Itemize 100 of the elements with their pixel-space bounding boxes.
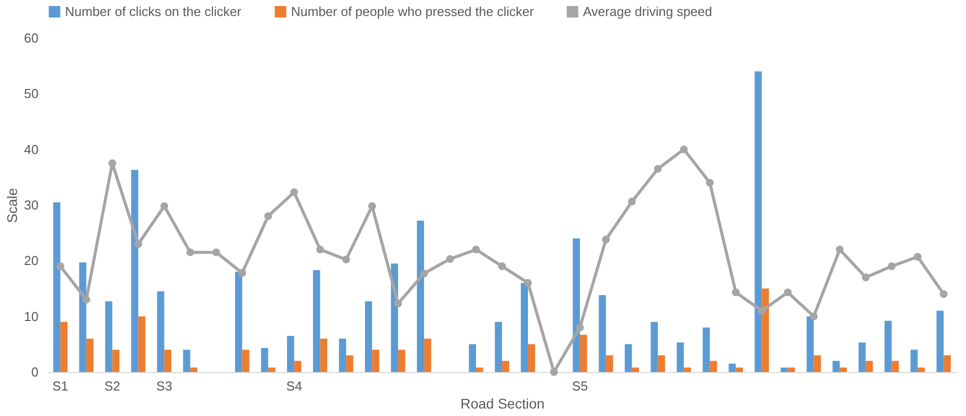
point (706, 178, 714, 187)
bar (528, 344, 536, 372)
point (758, 306, 766, 315)
bar (294, 360, 302, 372)
point (732, 288, 740, 296)
y-tick-label: 10 (24, 308, 38, 324)
bar (79, 262, 86, 372)
point (134, 240, 142, 248)
bar (520, 282, 528, 372)
legend-label: Number of clicks on the clicker (65, 4, 242, 19)
point (290, 188, 298, 196)
point (862, 274, 870, 282)
point (836, 246, 844, 254)
point (680, 145, 688, 154)
bar (684, 368, 692, 372)
point (56, 262, 64, 270)
y-tick-label: 30 (24, 198, 38, 212)
point (602, 236, 610, 244)
bar (624, 344, 632, 372)
point (160, 202, 168, 210)
bar (312, 270, 320, 372)
bar (676, 342, 684, 372)
bar (944, 355, 951, 372)
bar (936, 310, 944, 372)
bar (884, 320, 892, 372)
bar (580, 334, 588, 372)
bar (632, 368, 640, 372)
bar (416, 220, 424, 372)
bar (183, 350, 190, 372)
bar (86, 338, 94, 372)
bar (502, 360, 510, 372)
point (654, 164, 662, 173)
point (82, 296, 90, 304)
bar (728, 364, 736, 372)
point (264, 212, 272, 220)
bar (840, 368, 847, 372)
bar (572, 238, 580, 372)
bar (190, 368, 198, 372)
bar (268, 368, 276, 372)
point (784, 288, 792, 296)
bar (858, 342, 866, 372)
bar (494, 322, 502, 372)
bar (806, 316, 814, 372)
bar (242, 350, 250, 372)
bar (814, 355, 821, 372)
bar (164, 350, 172, 372)
bar (398, 350, 406, 372)
x-tick-label: S1 (52, 378, 68, 394)
bar (598, 295, 606, 372)
x-tick-label: S3 (156, 378, 172, 394)
bar (754, 71, 762, 372)
point (810, 312, 818, 320)
bar (53, 202, 60, 372)
bar (60, 322, 68, 372)
point (238, 269, 246, 277)
y-tick-label: 40 (24, 142, 38, 157)
bar (372, 350, 380, 372)
point (940, 290, 948, 298)
point (628, 198, 636, 206)
bar (105, 301, 112, 372)
bar (780, 368, 788, 372)
bar (710, 360, 717, 372)
y-axis-title: Scale (4, 188, 20, 224)
bar (736, 368, 743, 372)
x-tick-label: S2 (104, 378, 120, 394)
point (888, 262, 896, 270)
y-tick-label: 0 (31, 364, 38, 380)
bar (606, 355, 614, 372)
point (368, 202, 376, 210)
y-tick-label: 50 (24, 86, 38, 102)
y-tick-label: 20 (24, 253, 38, 268)
bar (235, 272, 242, 372)
point (342, 256, 350, 264)
point (108, 159, 116, 168)
x-tick-label: S5 (572, 378, 588, 394)
point (550, 368, 558, 376)
bar (910, 350, 918, 372)
bar (157, 291, 164, 372)
point (498, 262, 506, 270)
bar (702, 327, 710, 372)
bar (131, 170, 138, 372)
bar (320, 338, 328, 372)
bar (424, 338, 432, 372)
bar (468, 344, 476, 372)
legend-label: Number of people who pressed the clicker (291, 4, 534, 19)
bar (261, 348, 268, 372)
point (394, 300, 402, 308)
bar (832, 360, 840, 372)
bar (364, 301, 372, 372)
bar (788, 368, 795, 372)
bar (650, 322, 658, 372)
x-tick-label: S4 (286, 378, 302, 394)
bar (112, 350, 120, 372)
point (316, 246, 324, 254)
bar (346, 355, 354, 372)
point (212, 248, 220, 256)
bar (138, 316, 146, 372)
point (446, 255, 454, 263)
bar (658, 355, 666, 372)
point (420, 270, 428, 278)
